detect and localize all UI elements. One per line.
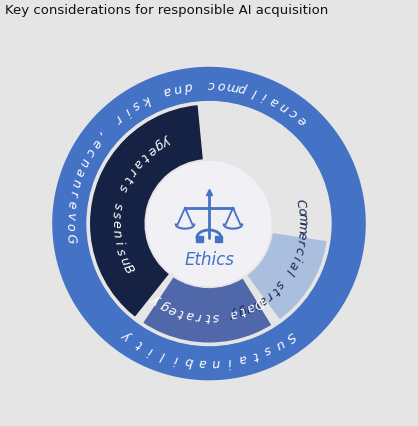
Text: s: s: [113, 247, 127, 257]
Text: i: i: [289, 253, 302, 262]
Text: a: a: [244, 299, 257, 314]
Wedge shape: [87, 101, 331, 346]
Text: s: s: [262, 343, 273, 357]
Text: l: l: [283, 267, 295, 276]
Text: t: t: [250, 348, 260, 362]
Text: C: C: [293, 198, 307, 210]
Text: s: s: [273, 277, 287, 291]
Text: t: t: [268, 283, 281, 296]
Text: e: e: [166, 302, 179, 317]
Text: a: a: [184, 308, 195, 322]
Wedge shape: [142, 277, 273, 345]
Text: t: t: [205, 310, 210, 323]
Text: y: y: [121, 329, 135, 344]
Wedge shape: [247, 233, 329, 321]
Text: g: g: [152, 137, 166, 153]
Text: i: i: [173, 352, 179, 366]
Text: e: e: [295, 112, 309, 127]
Text: l: l: [250, 85, 258, 98]
Text: n: n: [76, 155, 92, 169]
Text: s: s: [111, 201, 125, 210]
Text: g: g: [236, 303, 248, 318]
Text: o: o: [294, 207, 308, 216]
Text: y: y: [229, 306, 240, 320]
Text: l: l: [159, 348, 167, 362]
Text: n: n: [212, 356, 220, 369]
Text: y: y: [150, 293, 164, 308]
Text: k: k: [140, 92, 152, 107]
Text: a: a: [228, 306, 240, 321]
Text: b: b: [184, 354, 194, 368]
Text: t: t: [133, 337, 144, 351]
Text: n: n: [69, 177, 83, 189]
Text: r: r: [293, 239, 307, 247]
Text: r: r: [66, 190, 80, 198]
Text: r: r: [125, 165, 139, 177]
Text: d: d: [183, 79, 193, 93]
Text: Key considerations for responsible AI acquisition: Key considerations for responsible AI ac…: [5, 4, 328, 17]
Text: y: y: [161, 133, 173, 148]
Text: D: D: [251, 294, 266, 311]
Text: a: a: [72, 166, 87, 178]
Text: c: c: [207, 78, 214, 91]
Text: m: m: [295, 213, 309, 226]
Wedge shape: [52, 67, 366, 380]
Text: t: t: [120, 174, 134, 184]
Text: a: a: [130, 156, 145, 171]
Text: i: i: [226, 355, 232, 368]
Text: s: s: [212, 310, 220, 323]
Text: t: t: [138, 150, 150, 163]
Text: s: s: [116, 182, 130, 193]
Text: c: c: [291, 245, 306, 255]
Bar: [196, 236, 204, 242]
Text: e: e: [64, 200, 78, 210]
Text: a: a: [161, 83, 172, 98]
Text: i: i: [111, 240, 125, 246]
Text: i: i: [146, 343, 155, 357]
Wedge shape: [87, 102, 203, 319]
Text: ,: ,: [96, 128, 109, 140]
Text: r: r: [263, 288, 275, 302]
Text: m: m: [296, 221, 309, 233]
Text: S: S: [283, 329, 298, 344]
Text: a: a: [237, 351, 247, 366]
Text: o: o: [217, 78, 226, 92]
Text: p: p: [238, 81, 249, 96]
Text: o: o: [63, 223, 76, 231]
Text: v: v: [63, 212, 76, 220]
Text: G: G: [64, 233, 77, 244]
Bar: [214, 236, 222, 242]
Text: s: s: [110, 211, 123, 219]
Text: a: a: [255, 292, 269, 308]
Text: e: e: [110, 220, 122, 228]
Text: e: e: [144, 143, 158, 158]
Text: e: e: [295, 230, 308, 239]
Text: B: B: [120, 262, 136, 276]
Text: u: u: [273, 336, 286, 351]
Text: n: n: [110, 229, 123, 239]
Text: i: i: [260, 89, 269, 103]
Text: n: n: [278, 99, 291, 114]
Text: m: m: [225, 79, 240, 94]
Text: t: t: [238, 304, 247, 317]
Text: c: c: [287, 106, 300, 120]
Text: u: u: [116, 254, 131, 267]
Text: i: i: [122, 105, 132, 118]
Text: a: a: [285, 258, 300, 271]
Wedge shape: [87, 101, 331, 346]
Text: t: t: [177, 305, 185, 320]
Text: r: r: [195, 309, 202, 323]
Text: e: e: [88, 136, 103, 150]
Text: c: c: [82, 146, 97, 158]
Text: r: r: [112, 112, 124, 125]
Text: s: s: [130, 98, 142, 112]
Text: t: t: [250, 297, 261, 311]
Text: a: a: [268, 93, 281, 109]
Text: Ethics: Ethics: [184, 251, 234, 269]
Circle shape: [146, 161, 272, 286]
Text: e: e: [242, 300, 255, 315]
Text: g: g: [158, 298, 171, 313]
Text: a: a: [198, 356, 206, 369]
Text: n: n: [172, 81, 183, 95]
